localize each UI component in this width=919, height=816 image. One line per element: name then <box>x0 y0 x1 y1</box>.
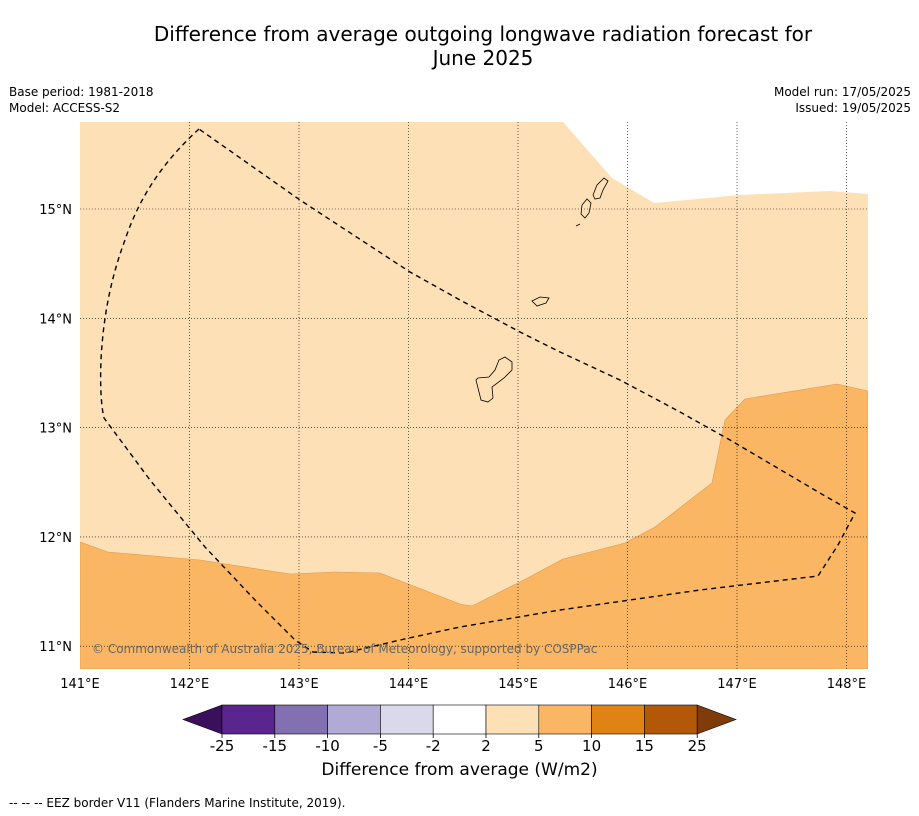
colorbar-title: Difference from average (W/m2) <box>321 760 598 780</box>
colorbar-tick-label: 15 <box>635 737 654 755</box>
eez-legend-note: -- -- -- EEZ border V11 (Flanders Marine… <box>9 796 346 810</box>
eez-border <box>99 128 856 654</box>
map-area <box>80 122 868 669</box>
colorbar-segment <box>327 704 381 735</box>
colorbar-tick-label: -25 <box>210 737 235 755</box>
latitude-label: 15°N <box>39 203 72 218</box>
colorbar-ticks: -25 -15 -10 -5 -2 2 5 10 15 25 <box>210 734 707 755</box>
meta-right: Model run: 17/05/2025 Issued: 19/05/2025 <box>774 84 911 116</box>
colorbar-tick-label: -15 <box>263 737 288 755</box>
longitude-label: 147°E <box>717 677 757 692</box>
aguijan-island <box>575 223 581 227</box>
latitude-label: 13°N <box>39 422 72 437</box>
tinian-island <box>580 198 592 219</box>
colorbar-segment <box>538 704 592 735</box>
longitude-label: 144°E <box>389 677 429 692</box>
latitude-label: 11°N <box>39 640 72 655</box>
longitude-label: 146°E <box>608 677 648 692</box>
title-line-2: June 2025 <box>432 46 534 70</box>
longitude-label: 148°E <box>827 677 867 692</box>
graticule <box>80 122 868 669</box>
colorbar-tick-label: 5 <box>534 737 544 755</box>
colorbar-tick-label: 2 <box>481 737 491 755</box>
colorbar-tick-label: 10 <box>582 737 601 755</box>
longitude-label: 143°E <box>279 677 319 692</box>
copyright-notice: © Commonwealth of Australia 2025, Bureau… <box>92 642 597 656</box>
anomaly-5-to-10-region <box>80 383 868 669</box>
colorbar-extend-high <box>696 704 737 735</box>
colorbar-segment <box>432 704 487 735</box>
longitude-label: 141°E <box>60 677 100 692</box>
colorbar-segment <box>380 704 434 735</box>
colorbar-segment <box>644 704 698 735</box>
colorbar-tick-label: -10 <box>315 737 340 755</box>
latitude-label: 12°N <box>39 531 72 546</box>
chart-title: Difference from average outgoing longwav… <box>0 22 919 70</box>
rota-island <box>531 296 550 307</box>
longitude-labels: 141°E 142°E 143°E 144°E 145°E 146°E 147°E 148°E <box>60 677 866 692</box>
issued-date: Issued: 19/05/2025 <box>795 101 911 115</box>
colorbar <box>182 704 737 735</box>
guam-island <box>475 356 513 403</box>
colorbar-tick-label: -2 <box>426 737 441 755</box>
colorbar-segment <box>221 704 276 735</box>
anomaly-minus2-to-2-region <box>563 122 868 203</box>
latitude-label: 14°N <box>39 312 72 327</box>
colorbar-segment <box>274 704 328 735</box>
model-run: Model run: 17/05/2025 <box>773 85 911 99</box>
colorbar-tick-label: -5 <box>373 737 388 755</box>
meta-left: Base period: 1981-2018 Model: ACCESS-S2 <box>9 84 154 116</box>
model-name: Model: ACCESS-S2 <box>9 101 121 115</box>
longitude-label: 145°E <box>498 677 538 692</box>
colorbar-tick-label: 25 <box>688 737 707 755</box>
base-period: Base period: 1981-2018 <box>9 85 154 99</box>
colorbar-extend-low <box>182 704 223 735</box>
longitude-label: 142°E <box>170 677 210 692</box>
latitude-labels: 15°N 14°N 13°N 12°N 11°N <box>39 203 72 655</box>
title-line-1: Difference from average outgoing longwav… <box>153 22 813 46</box>
colorbar-segment <box>591 704 645 735</box>
colorbar-segment <box>485 704 540 735</box>
saipan-island <box>592 177 609 200</box>
